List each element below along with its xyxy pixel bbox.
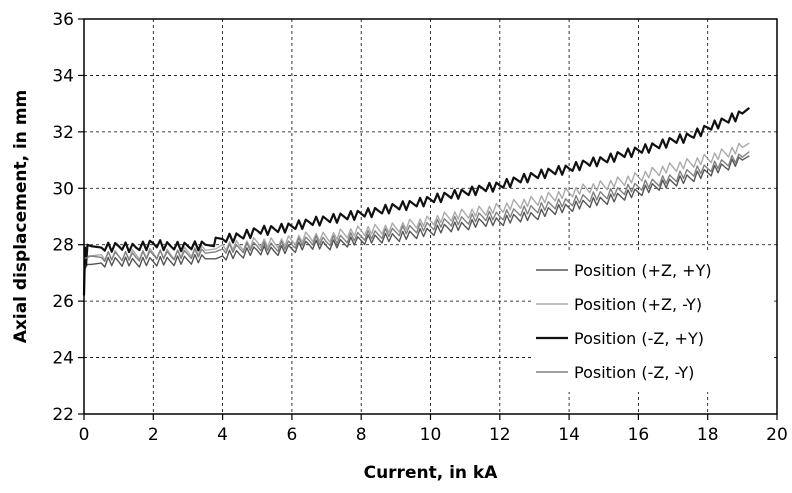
- series-line-1: [83, 155, 750, 271]
- x-tick-label: 20: [766, 425, 788, 445]
- x-tick-label: 10: [420, 425, 442, 445]
- y-tick-label: 36: [52, 10, 74, 30]
- x-tick-label: 6: [286, 425, 297, 445]
- x-tick-label: 12: [489, 425, 511, 445]
- series-line-3: [82, 107, 750, 296]
- y-tick-label: 30: [52, 179, 74, 199]
- x-axis-title: Current, in kA: [364, 463, 499, 483]
- y-tick-label: 22: [52, 405, 74, 425]
- series-lines: [82, 107, 750, 296]
- legend-label: Position (+Z, +Y): [574, 261, 712, 280]
- series-line-2: [83, 142, 750, 262]
- legend-label: Position (+Z, -Y): [574, 295, 702, 314]
- legend-box: [532, 252, 772, 392]
- legend-label: Position (-Z, +Y): [574, 329, 704, 348]
- y-tick-label: 32: [52, 123, 74, 143]
- y-axis-title: Axial displacement, in mm: [11, 90, 31, 343]
- y-tick-label: 26: [52, 292, 74, 312]
- x-tick-label: 16: [628, 425, 650, 445]
- x-tick-label: 18: [697, 425, 719, 445]
- x-tick-label: 14: [558, 425, 580, 445]
- x-tick-label: 8: [356, 425, 367, 445]
- y-tick-label: 34: [52, 66, 74, 86]
- y-tick-label: 28: [52, 236, 74, 256]
- x-tick-label: 4: [217, 425, 228, 445]
- y-tick-label: 24: [52, 349, 74, 369]
- series-line-4: [83, 151, 750, 263]
- legend: Position (+Z, +Y) Position (+Z, -Y) Positi…: [532, 252, 772, 392]
- x-tick-label: 2: [148, 425, 159, 445]
- x-tick-label: 0: [79, 425, 90, 445]
- legend-label: Position (-Z, -Y): [574, 363, 694, 382]
